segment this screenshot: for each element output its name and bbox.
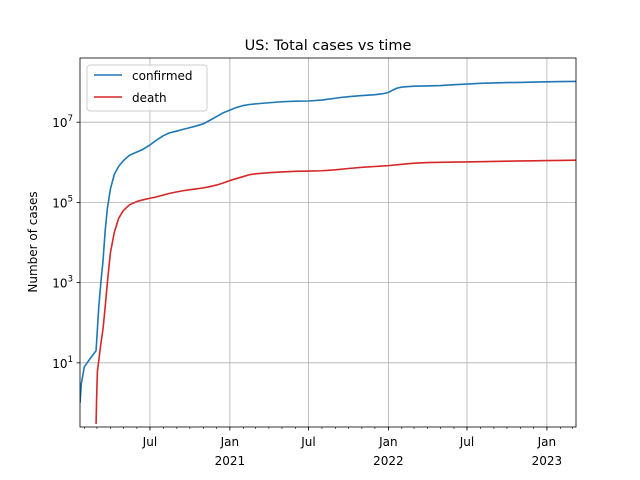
x-tick-label: Jan <box>220 435 240 449</box>
plot-frame <box>79 57 577 428</box>
legend-box <box>86 64 208 112</box>
grid-lines <box>80 58 576 427</box>
series-line-confirmed <box>80 80 576 403</box>
legend: confirmed death <box>86 64 208 112</box>
x-tick-year: 2021 <box>215 454 246 468</box>
axis-ticks <box>76 121 548 431</box>
x-tick-label: Jul <box>459 435 474 449</box>
x-tick-labels: Jul Jan 2021 Jul Jan 2022 Jul Jan 2023 <box>142 435 562 468</box>
series-line-death <box>95 159 576 424</box>
legend-label-confirmed: confirmed <box>132 69 193 83</box>
x-tick-label: Jul <box>300 435 315 449</box>
chart-title: US: Total cases vs time <box>245 38 412 54</box>
x-tick-label: Jan <box>537 435 557 449</box>
series-layer <box>80 80 576 424</box>
x-tick-year: 2022 <box>373 454 404 468</box>
y-axis-label: Number of cases <box>26 191 40 292</box>
legend-label-death: death <box>132 91 167 105</box>
x-tick-label: Jul <box>142 435 157 449</box>
x-tick-label: Jan <box>378 435 398 449</box>
x-tick-year: 2023 <box>532 454 563 468</box>
